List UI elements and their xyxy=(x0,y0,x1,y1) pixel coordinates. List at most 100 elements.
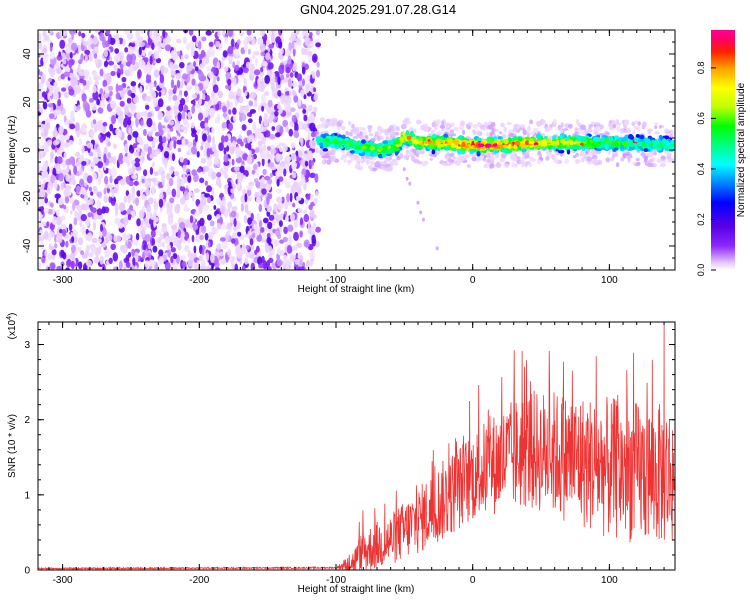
noise-speckle xyxy=(288,234,292,243)
noise-speckle xyxy=(303,214,310,223)
noise-speckle xyxy=(38,69,41,76)
noise-speckle xyxy=(235,43,239,50)
noise-speckle xyxy=(71,32,74,41)
noise-speckle xyxy=(152,161,155,168)
noise-speckle xyxy=(268,30,272,38)
band-halo-point xyxy=(652,163,657,168)
noise-speckle xyxy=(179,185,186,192)
noise-speckle xyxy=(151,177,157,183)
band-halo-point xyxy=(623,120,628,127)
band-halo-point xyxy=(465,154,470,159)
noise-speckle xyxy=(210,253,215,264)
noise-speckle xyxy=(101,242,107,248)
noise-speckle xyxy=(63,91,69,99)
noise-speckle xyxy=(94,256,100,264)
noise-speckle xyxy=(114,48,120,54)
noise-speckle xyxy=(99,230,103,239)
noise-speckle xyxy=(108,168,112,175)
noise-speckle xyxy=(102,263,106,270)
noise-speckle xyxy=(246,210,252,216)
noise-speckle xyxy=(111,200,116,206)
band-point xyxy=(493,136,498,140)
noise-speckle xyxy=(172,51,178,61)
noise-speckle xyxy=(73,217,78,226)
noise-speckle xyxy=(172,94,178,101)
noise-speckle xyxy=(143,169,148,177)
noise-speckle xyxy=(126,97,132,104)
noise-speckle xyxy=(232,61,236,69)
noise-speckle xyxy=(304,199,308,205)
noise-speckle xyxy=(226,230,230,237)
noise-speckle xyxy=(286,193,290,203)
noise-speckle xyxy=(183,90,188,97)
noise-speckle xyxy=(136,190,141,197)
noise-speckle xyxy=(65,267,70,270)
noise-speckle xyxy=(41,195,45,206)
noise-speckle xyxy=(62,228,67,237)
noise-speckle xyxy=(261,188,267,195)
noise-speckle xyxy=(260,124,264,133)
noise-speckle xyxy=(77,104,81,111)
noise-speckle xyxy=(90,207,97,214)
noise-speckle xyxy=(80,123,88,132)
noise-speckle xyxy=(172,253,178,260)
noise-speckle xyxy=(78,59,83,65)
noise-speckle xyxy=(298,255,304,261)
band-halo-point xyxy=(415,119,422,125)
band-halo-point xyxy=(347,120,352,126)
noise-speckle xyxy=(124,47,129,53)
noise-speckle xyxy=(222,136,226,142)
noise-speckle xyxy=(162,136,167,143)
noise-speckle xyxy=(261,157,265,167)
noise-speckle xyxy=(96,214,103,220)
noise-speckle xyxy=(181,139,186,145)
noise-speckle xyxy=(251,169,256,175)
noise-speckle xyxy=(199,244,203,255)
noise-speckle xyxy=(269,76,276,85)
noise-speckle xyxy=(182,172,186,182)
noise-speckle xyxy=(183,203,188,212)
noise-speckle xyxy=(284,215,289,222)
noise-speckle xyxy=(99,255,104,265)
noise-speckle xyxy=(171,136,177,142)
band-halo-point xyxy=(354,163,361,170)
noise-speckle xyxy=(190,122,195,129)
band-halo-point xyxy=(549,151,552,157)
noise-speckle xyxy=(54,62,60,69)
noise-speckle xyxy=(38,180,42,189)
noise-speckle xyxy=(132,131,139,138)
band-halo-point xyxy=(372,167,378,172)
noise-speckle xyxy=(57,236,63,244)
noise-speckle xyxy=(290,153,297,161)
noise-speckle xyxy=(197,35,202,43)
noise-speckle xyxy=(182,36,187,44)
noise-speckle xyxy=(237,231,242,237)
band-point xyxy=(322,148,329,152)
noise-speckle xyxy=(264,74,271,84)
noise-speckle xyxy=(207,49,212,58)
noise-speckle xyxy=(85,218,90,227)
band-halo-point xyxy=(557,124,562,130)
noise-speckle xyxy=(233,218,237,227)
noise-speckle xyxy=(205,57,210,65)
band-halo-point xyxy=(564,158,570,164)
noise-speckle xyxy=(228,122,233,132)
noise-speckle xyxy=(178,94,182,101)
noise-speckle xyxy=(285,201,292,206)
band-halo-point xyxy=(500,152,507,159)
noise-speckle xyxy=(300,177,306,186)
noise-speckle xyxy=(128,66,133,73)
noise-speckle xyxy=(241,265,246,270)
noise-speckle xyxy=(60,103,64,112)
noise-speckle xyxy=(113,266,119,270)
noise-speckle xyxy=(38,206,44,212)
noise-speckle xyxy=(159,112,164,118)
noise-speckle xyxy=(62,252,67,260)
band-halo-point xyxy=(352,135,359,140)
noise-speckle xyxy=(57,197,64,206)
noise-speckle xyxy=(90,133,94,140)
noise-speckle xyxy=(48,66,53,74)
noise-speckle xyxy=(96,191,102,198)
noise-speckle xyxy=(183,231,190,241)
noise-speckle xyxy=(168,177,174,187)
